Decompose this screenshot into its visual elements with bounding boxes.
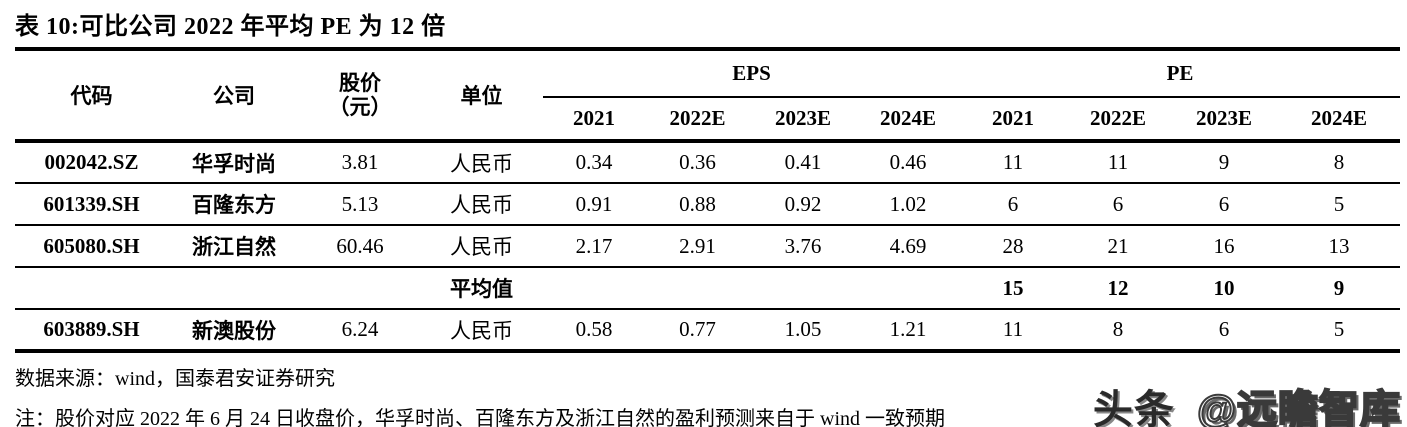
data-source-line: 数据来源：wind，国泰君安证券研究 xyxy=(15,368,335,390)
cell-eps-2021: 2.17 xyxy=(575,233,613,258)
table-body: 002042.SZ 华孚时尚 3.81 人民币 0.34 0.36 0.41 0… xyxy=(15,141,1401,351)
col-header-pe-2021: 2021 xyxy=(960,97,1067,143)
cell-code xyxy=(15,267,168,309)
cell-pe-2021: 11 xyxy=(1002,317,1024,341)
cell-pe-2024e: 13 xyxy=(1328,233,1350,258)
cell-pe-2022e: 6 xyxy=(1112,191,1124,216)
cell-code: 002042.SZ xyxy=(44,150,139,174)
cell-company: 新澳股份 xyxy=(192,318,276,343)
cell-price: 5.13 xyxy=(341,191,379,216)
cell-eps-2023e: 0.41 xyxy=(784,150,822,174)
col-header-pe-2024e: 2024E xyxy=(1278,97,1401,143)
table-row: 601339.SH 百隆东方 5.13 人民币 0.91 0.88 0.92 1… xyxy=(15,183,1401,225)
cell-code: 603889.SH xyxy=(43,317,140,341)
cell-eps-2023e: 0.92 xyxy=(784,191,822,216)
table-row: 002042.SZ 华孚时尚 3.81 人民币 0.34 0.36 0.41 0… xyxy=(15,141,1401,183)
cell-price: 3.81 xyxy=(341,150,379,174)
cell-pe-2023e: 10 xyxy=(1213,275,1235,300)
col-header-pe-2023e: 2023E xyxy=(1170,97,1279,143)
cell-pe-2023e: 16 xyxy=(1213,233,1235,258)
cell-pe-2021: 6 xyxy=(1007,191,1019,216)
cell-pe-2022e: 21 xyxy=(1107,233,1129,258)
cell-price: 6.24 xyxy=(341,317,379,341)
col-group-pe: PE xyxy=(960,51,1401,98)
cell-eps-2024e: 4.69 xyxy=(889,233,927,258)
watermark-yuanzhan-handle: @远瞻智库 xyxy=(1196,387,1401,427)
header-group-row: 代码 公司 股价 （元） 单位 EPS PE xyxy=(15,51,1401,143)
cell-eps-2024e xyxy=(856,267,960,309)
cell-eps-2023e xyxy=(750,267,856,309)
cell-eps-2022e: 0.88 xyxy=(679,191,716,216)
cell-eps-2021 xyxy=(543,267,645,309)
col-header-eps-2023e: 2023E xyxy=(750,97,856,143)
cell-pe-2023e: 9 xyxy=(1218,150,1230,174)
cell-eps-2023e: 3.76 xyxy=(784,233,822,258)
cell-pe-2021: 28 xyxy=(1002,233,1024,258)
header-year-row: 2021 2022E 2023E 2024E 2021 2022E 2023E … xyxy=(15,97,1401,143)
cell-company xyxy=(168,267,300,309)
table-header: 代码 公司 股价 （元） 单位 EPS PE 2021 2022E 2023E … xyxy=(15,51,1401,143)
cell-unit: 人民币 xyxy=(450,318,513,343)
cell-company: 华孚时尚 xyxy=(192,151,276,176)
cell-price xyxy=(300,267,420,309)
watermark-toutiao-label: 头条 xyxy=(1092,388,1175,427)
col-header-eps-2021: 2021 xyxy=(543,97,645,143)
cell-eps-2021: 0.91 xyxy=(575,191,613,216)
cell-pe-2023e: 6 xyxy=(1218,191,1230,216)
col-header-eps-2024e: 2024E xyxy=(856,97,961,143)
cell-pe-2022e: 12 xyxy=(1107,275,1129,300)
col-header-code: 代码 xyxy=(15,51,168,143)
col-header-pe-2022e: 2022E xyxy=(1066,97,1171,143)
cell-eps-2023e: 1.05 xyxy=(784,317,822,341)
col-header-unit: 单位 xyxy=(420,51,543,143)
cell-unit: 人民币 xyxy=(450,235,513,259)
cell-pe-2022e: 8 xyxy=(1112,317,1124,341)
cell-pe-2024e: 9 xyxy=(1333,275,1345,300)
table-title: 表 10:可比公司 2022 年平均 PE 为 12 倍 xyxy=(15,6,1400,51)
cell-unit: 平均值 xyxy=(450,277,513,301)
cell-eps-2024e: 1.21 xyxy=(889,317,927,341)
cell-eps-2022e: 0.36 xyxy=(679,150,716,174)
col-header-company: 公司 xyxy=(168,51,300,143)
report-table-page: 表 10:可比公司 2022 年平均 PE 为 12 倍 代码 公司 股价 （元… xyxy=(0,6,1407,427)
cell-pe-2021: 15 xyxy=(1002,275,1024,300)
cell-eps-2021: 0.58 xyxy=(575,317,613,341)
cell-pe-2024e: 5 xyxy=(1333,317,1345,341)
col-group-eps: EPS xyxy=(543,51,961,98)
table-row-average: 平均值 15 12 10 9 xyxy=(15,267,1401,309)
cell-pe-2024e: 5 xyxy=(1333,191,1345,216)
cell-company: 浙江自然 xyxy=(192,235,276,259)
cell-pe-2024e: 8 xyxy=(1333,150,1345,174)
cell-pe-2021: 11 xyxy=(1002,150,1024,174)
col-header-price-line2: （元） xyxy=(328,95,392,119)
col-header-price: 股价 （元） xyxy=(300,51,420,143)
table-row: 603889.SH 新澳股份 6.24 人民币 0.58 0.77 1.05 1… xyxy=(15,309,1401,351)
cell-pe-2023e: 6 xyxy=(1218,317,1230,341)
cell-eps-2022e xyxy=(645,267,750,309)
cell-unit: 人民币 xyxy=(450,193,513,217)
cell-price: 60.46 xyxy=(336,233,384,258)
cell-eps-2022e: 2.91 xyxy=(679,233,716,258)
cell-eps-2021: 0.34 xyxy=(575,150,613,174)
footnote-line: 注：股价对应 2022 年 6 月 24 日收盘价，华孚时尚、百隆东方及浙江自然… xyxy=(15,408,945,427)
cell-eps-2024e: 1.02 xyxy=(889,191,927,216)
cell-pe-2022e: 11 xyxy=(1107,150,1129,174)
col-header-price-line1: 股价 xyxy=(339,70,381,95)
cell-code: 605080.SH xyxy=(43,233,140,258)
cell-unit: 人民币 xyxy=(450,151,513,176)
table-row: 605080.SH 浙江自然 60.46 人民币 2.17 2.91 3.76 … xyxy=(15,225,1401,267)
cell-company: 百隆东方 xyxy=(192,193,276,217)
cell-eps-2022e: 0.77 xyxy=(679,317,716,341)
cell-code: 601339.SH xyxy=(43,191,140,216)
cell-eps-2024e: 0.46 xyxy=(889,150,927,174)
watermark: 头条 @远瞻智库 xyxy=(1093,377,1401,427)
pe-comparison-table: 代码 公司 股价 （元） 单位 EPS PE 2021 2022E 2023E … xyxy=(15,51,1401,353)
col-header-eps-2022e: 2022E xyxy=(645,97,750,143)
